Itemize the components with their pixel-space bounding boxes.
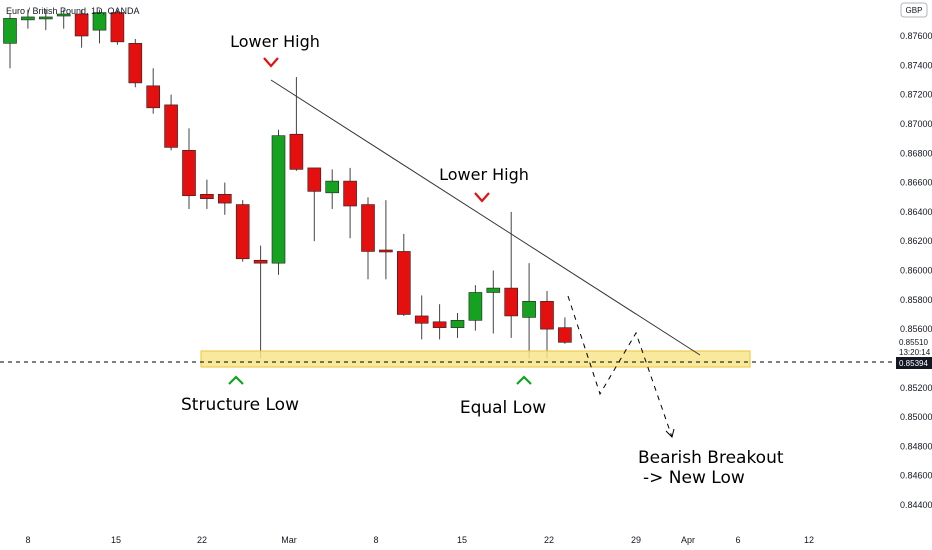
candle-up[interactable] <box>38 16 53 20</box>
y-tick-label: 0.85600 <box>900 324 932 334</box>
equal-low-label: Equal Low <box>460 398 546 418</box>
x-tick-label: 22 <box>544 535 554 545</box>
candle-up[interactable] <box>21 16 35 21</box>
candle-down[interactable] <box>146 85 160 109</box>
candle-down[interactable] <box>343 180 357 207</box>
candle-up[interactable] <box>486 287 501 293</box>
y-tick-label: 0.87400 <box>900 60 932 70</box>
y-tick-label: 0.84800 <box>900 441 932 451</box>
candle-down[interactable] <box>164 104 178 148</box>
y-tick-label: 0.87000 <box>900 119 932 129</box>
x-tick-label: Apr <box>681 535 695 545</box>
y-tick-label: 0.87200 <box>900 90 932 100</box>
candle-down[interactable] <box>414 315 429 324</box>
lower-high-2-label: Lower High <box>439 165 529 184</box>
countdown-label: 13:20:14 <box>899 348 931 357</box>
projection-arrowhead <box>665 428 675 438</box>
equal-low-marker <box>516 375 532 385</box>
candle-down[interactable] <box>289 133 304 170</box>
descending-trendline[interactable] <box>270 79 701 356</box>
candle-down[interactable] <box>396 251 411 315</box>
x-tick-label: 8 <box>373 535 378 545</box>
symbol-title: Euro / British Pound, 1D, OANDA <box>6 6 140 16</box>
y-tick-label: 0.84600 <box>900 471 932 481</box>
support-zone[interactable] <box>200 350 751 368</box>
structure-low-marker <box>228 375 244 385</box>
x-tick-label: 12 <box>804 535 814 545</box>
candle-up[interactable] <box>468 292 483 321</box>
candle-up[interactable] <box>325 180 340 194</box>
candle-up[interactable] <box>271 135 286 264</box>
candle-down[interactable] <box>128 43 143 84</box>
candle-down[interactable] <box>182 150 196 197</box>
breakout-label-line2: -> New Low <box>643 468 745 488</box>
y-tick-label: 0.86600 <box>900 178 932 188</box>
lower-high-1-marker <box>263 57 279 68</box>
x-tick-labels: 8 15 22 Mar 8 15 22 29 Apr 6 12 <box>25 535 814 545</box>
x-tick-label: 6 <box>735 535 740 545</box>
y-tick-label: 0.87600 <box>900 31 932 41</box>
support-zone-group <box>200 350 751 368</box>
current-price-label: 0.85510 <box>899 338 928 347</box>
y-tick-label: 0.86400 <box>900 207 932 217</box>
candle-down[interactable] <box>218 193 232 204</box>
candle-down[interactable] <box>558 327 572 343</box>
y-tick-label: 0.85800 <box>900 295 932 305</box>
y-tick-label: 0.84400 <box>900 500 932 510</box>
x-tick-label: Mar <box>281 535 297 545</box>
x-tick-label: 15 <box>111 535 121 545</box>
y-tick-labels: 0.87600 0.87400 0.87200 0.87000 0.86800 0.866… <box>900 31 932 510</box>
candle-down[interactable] <box>253 259 268 264</box>
breakout-label-line1: Bearish Breakout <box>638 448 784 468</box>
x-tick-label: 22 <box>197 535 207 545</box>
candle-down[interactable] <box>200 193 214 199</box>
structure-low-label: Structure Low <box>181 395 299 415</box>
y-tick-label: 0.85200 <box>900 383 932 393</box>
x-tick-label: 8 <box>25 535 30 545</box>
candle-up[interactable] <box>92 12 107 31</box>
x-tick-label: 29 <box>631 535 641 545</box>
lower-high-2-marker <box>474 192 490 203</box>
candle-down[interactable] <box>307 167 322 192</box>
level-price-label: 0.85394 <box>899 359 928 368</box>
y-tick-label: 0.86000 <box>900 266 932 276</box>
candle-down[interactable] <box>361 204 375 252</box>
y-tick-label: 0.86200 <box>900 236 932 246</box>
y-tick-label: 0.86800 <box>900 148 932 158</box>
y-tick-label: 0.85000 <box>900 412 932 422</box>
currency-button-label: GBP <box>906 6 923 15</box>
candle-down[interactable] <box>379 249 393 253</box>
lower-high-1-label: Lower High <box>230 32 320 51</box>
candles-layer <box>3 9 572 359</box>
candle-down[interactable] <box>74 13 89 37</box>
level-price-badge: 0.85394 <box>896 357 932 369</box>
candle-down[interactable] <box>540 300 554 330</box>
candle-up[interactable] <box>522 300 536 318</box>
currency-button[interactable]: GBP <box>900 2 928 18</box>
candle-down[interactable] <box>110 12 125 43</box>
candle-up[interactable] <box>3 18 17 44</box>
x-tick-label: 15 <box>457 535 467 545</box>
candle-up[interactable] <box>450 320 465 328</box>
price-scale[interactable] <box>896 0 932 520</box>
candle-down[interactable] <box>235 204 250 260</box>
candle-down[interactable] <box>504 287 519 317</box>
candle-down[interactable] <box>432 321 447 328</box>
projection-path[interactable] <box>567 295 673 438</box>
candle-up[interactable] <box>56 13 71 17</box>
